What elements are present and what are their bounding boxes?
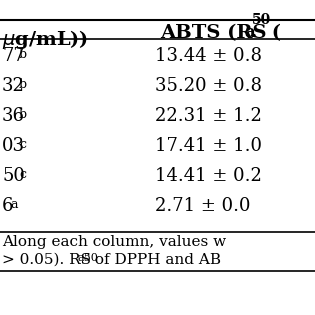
Text: b: b [19,48,27,61]
Text: > 0.05). RS: > 0.05). RS [2,253,91,267]
Text: 17.41 ± 1.0: 17.41 ± 1.0 [155,137,262,155]
Text: b: b [19,78,27,91]
Text: (: ( [265,24,281,42]
Text: 50: 50 [2,167,25,185]
Text: c: c [19,138,26,151]
Text: a: a [244,24,255,41]
Text: 03: 03 [2,137,25,155]
Text: 22.31 ± 1.2: 22.31 ± 1.2 [155,107,262,125]
Text: 6: 6 [2,197,14,215]
Text: $\mu$g/mL)): $\mu$g/mL)) [2,28,88,51]
Text: of DPPH and AB: of DPPH and AB [90,253,221,267]
Text: 2.71 ± 0.0: 2.71 ± 0.0 [155,197,250,215]
Text: 77: 77 [2,47,25,65]
Text: 14.41 ± 0.2: 14.41 ± 0.2 [155,167,262,185]
Text: 35.20 ± 0.8: 35.20 ± 0.8 [155,77,262,95]
Text: ABTS (RS: ABTS (RS [160,24,266,42]
Text: b: b [19,108,27,121]
Text: a: a [10,198,18,211]
Text: 32: 32 [2,77,25,95]
Text: Along each column, values w: Along each column, values w [2,235,226,249]
Text: a50: a50 [78,253,99,263]
Text: c: c [19,168,26,181]
Text: 36: 36 [2,107,25,125]
Text: 13.44 ± 0.8: 13.44 ± 0.8 [155,47,262,65]
Text: 50: 50 [252,13,271,27]
